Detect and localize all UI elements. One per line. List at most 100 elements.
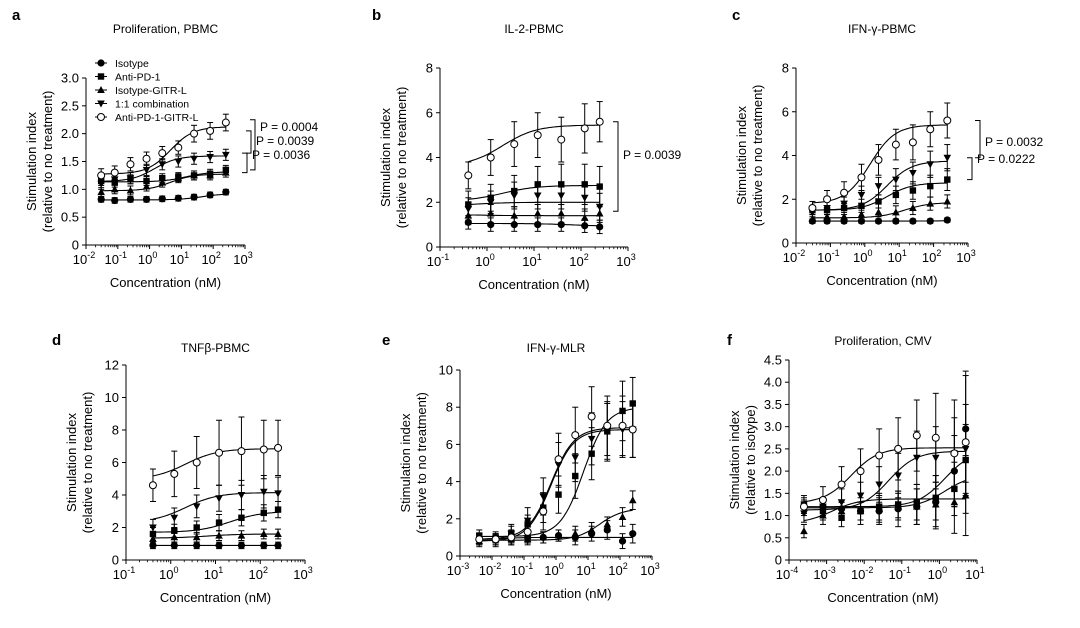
y-axis-label: Stimulation index bbox=[378, 108, 393, 207]
y-tick-label: 6 bbox=[112, 455, 119, 470]
data-point bbox=[222, 152, 230, 159]
y-tick-label: 4 bbox=[112, 488, 119, 503]
series-square-filled bbox=[801, 424, 969, 526]
data-point bbox=[597, 224, 603, 230]
x-tick-label: 10-3 bbox=[813, 565, 835, 582]
data-point bbox=[604, 422, 611, 429]
y-axis-label: (relative to no treatment) bbox=[414, 392, 429, 534]
data-point bbox=[175, 144, 182, 151]
x-tick-label: 103 bbox=[956, 248, 975, 265]
y-axis-label: Stimulation index bbox=[734, 106, 749, 205]
data-point bbox=[619, 538, 625, 544]
y-tick-label: 0.5 bbox=[61, 210, 79, 225]
data-point bbox=[98, 172, 105, 179]
data-point bbox=[238, 532, 246, 539]
x-tick-label: 103 bbox=[640, 561, 659, 578]
fit-curve bbox=[153, 534, 278, 538]
significance-bracket bbox=[967, 158, 972, 180]
fit-curve bbox=[804, 451, 966, 510]
data-point bbox=[193, 524, 199, 530]
data-point bbox=[222, 119, 229, 126]
data-point bbox=[824, 196, 831, 203]
data-point bbox=[557, 193, 565, 200]
data-point bbox=[464, 206, 472, 213]
x-tick-label: 102 bbox=[569, 252, 588, 269]
y-axis-label: (relative to no treatment) bbox=[80, 392, 95, 534]
x-tick-label: 102 bbox=[608, 561, 627, 578]
panel-title: Proliferation, CMV bbox=[834, 334, 931, 348]
data-point bbox=[193, 542, 199, 548]
data-point bbox=[191, 194, 197, 200]
data-point bbox=[238, 542, 244, 548]
y-tick-label: 2.0 bbox=[61, 126, 79, 141]
data-point bbox=[596, 118, 603, 125]
data-point bbox=[800, 503, 807, 510]
data-point bbox=[927, 183, 933, 189]
data-point bbox=[895, 445, 902, 452]
x-tick-label: 10-2 bbox=[73, 250, 95, 267]
x-tick-label: 10-1 bbox=[113, 565, 135, 582]
y-tick-label: 12 bbox=[105, 358, 119, 373]
data-point bbox=[809, 205, 816, 212]
y-tick-label: 2.5 bbox=[764, 441, 782, 456]
data-point bbox=[557, 209, 565, 216]
series-triangle-up-filled bbox=[800, 456, 969, 538]
data-point bbox=[534, 132, 541, 139]
x-tick-label: 100 bbox=[928, 565, 947, 582]
x-tick-label: 10-1 bbox=[817, 248, 839, 265]
data-point bbox=[926, 200, 934, 207]
x-tick-label: 103 bbox=[616, 252, 635, 269]
y-tick-label: 8 bbox=[782, 61, 789, 76]
data-point bbox=[875, 198, 881, 204]
panel-label: f bbox=[727, 332, 733, 349]
x-tick-label: 10-1 bbox=[889, 565, 911, 582]
data-point bbox=[175, 195, 181, 201]
data-point bbox=[534, 209, 542, 216]
data-point bbox=[510, 193, 518, 200]
data-point bbox=[571, 530, 579, 537]
data-point bbox=[943, 155, 951, 162]
p-value-label: P = 0.0032 bbox=[985, 135, 1043, 149]
data-point bbox=[511, 141, 518, 148]
data-point bbox=[875, 218, 881, 224]
data-point bbox=[875, 156, 882, 163]
y-axis-label: (relative to no treatment) bbox=[750, 85, 765, 227]
data-point bbox=[98, 196, 104, 202]
x-tick-label: 10-2 bbox=[783, 248, 805, 265]
data-point bbox=[476, 536, 483, 543]
data-point bbox=[858, 174, 865, 181]
legend-entry: Anti-PD-1 bbox=[115, 72, 161, 84]
legend-marker bbox=[98, 60, 104, 66]
y-axis-label: Stimulation index bbox=[64, 413, 79, 512]
y-tick-label: 1.5 bbox=[764, 486, 782, 501]
x-tick-label: 10-1 bbox=[427, 252, 449, 269]
data-point bbox=[913, 432, 920, 439]
data-point bbox=[876, 452, 883, 459]
y-tick-label: 6 bbox=[782, 104, 789, 119]
data-point bbox=[572, 432, 579, 439]
y-axis-label: Stimulation index bbox=[727, 410, 742, 509]
data-point bbox=[800, 527, 808, 534]
series-square-filled bbox=[465, 164, 603, 218]
data-point bbox=[840, 213, 848, 220]
data-point bbox=[619, 513, 627, 520]
data-point bbox=[819, 497, 826, 504]
data-point bbox=[524, 528, 531, 535]
p-value-label: P = 0.0004 bbox=[260, 120, 318, 134]
p-value-label: P = 0.0036 bbox=[252, 148, 310, 162]
panel-title: Proliferation, PBMC bbox=[113, 22, 219, 36]
data-point bbox=[944, 117, 951, 124]
data-point bbox=[962, 439, 969, 446]
data-point bbox=[858, 192, 866, 199]
data-point bbox=[910, 218, 916, 224]
legend-entry: 1:1 combination bbox=[115, 99, 189, 111]
data-point bbox=[127, 161, 134, 168]
legend-entry: Anti-PD-1-GITR-L bbox=[115, 112, 199, 124]
y-tick-label: 10 bbox=[439, 363, 453, 378]
data-point bbox=[260, 446, 267, 453]
panel-label: c bbox=[732, 7, 740, 24]
significance-bracket bbox=[246, 131, 251, 153]
